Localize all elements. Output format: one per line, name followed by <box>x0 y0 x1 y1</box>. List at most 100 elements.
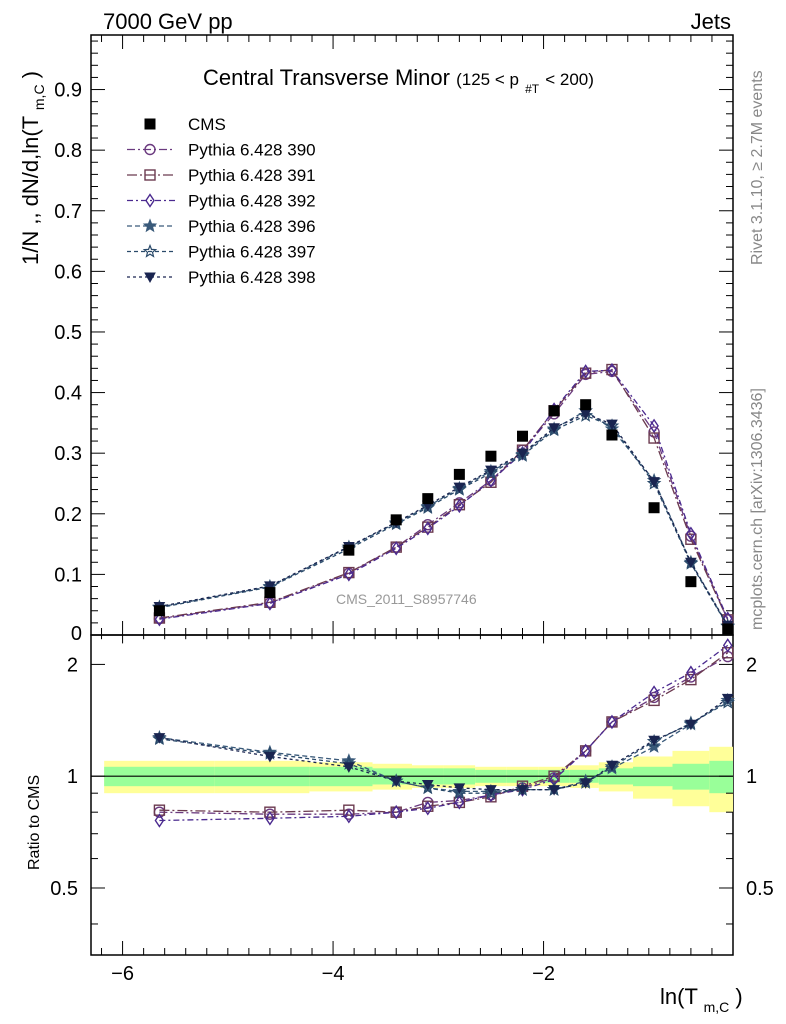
series-392-ratio-point <box>722 638 733 653</box>
y-tick-label: 0.3 <box>54 443 82 465</box>
series-391-ratio-point <box>648 694 660 707</box>
axis-tick-labels: −6 −4 −2 0.1 0.2 0.3 0.4 0.5 0.6 0.7 0.8 0.9 0 0.5 0.5… <box>50 80 774 985</box>
series-392-ratio-point <box>454 795 465 810</box>
ratio-tick-label-right: 0.5 <box>746 878 774 900</box>
y-axis-title: 1/N ,, dN/d,ln(T m,C ) <box>18 71 49 265</box>
ratio-tick-label: 1 <box>67 766 78 788</box>
chart-title-sub-sub: #T <box>525 82 540 96</box>
y-tick-label: 0.1 <box>54 564 82 586</box>
side-label-rivet: Rivet 3.1.10, ≥ 2.7M events <box>749 70 766 265</box>
x-tick-label: −6 <box>111 963 134 985</box>
y-axis-title-main: 1/N ,, dN/d,ln(T <box>18 116 43 265</box>
series-398-point <box>606 419 618 431</box>
cms-point <box>153 605 165 617</box>
series-392-ratio-point <box>649 685 659 700</box>
legend-396-label: Pythia 6.428 396 <box>188 217 316 236</box>
series-392-ratio-point <box>265 811 275 826</box>
ratio-uncertainty-bands <box>104 746 733 813</box>
ratio-tick-label-right: 2 <box>746 654 757 676</box>
series-391-point <box>685 533 697 545</box>
cms-point <box>343 544 355 556</box>
y-tick-label-zero: 0 <box>71 623 82 645</box>
series-398-point <box>648 477 660 488</box>
series-391-ratio-point <box>343 804 355 816</box>
series-391-ratio-point <box>548 770 560 782</box>
series-398-ratio-point <box>579 778 592 789</box>
series-392-ratio-point <box>154 813 165 828</box>
series-398-point <box>516 448 529 460</box>
chart-title-main: Central Transverse Minor <box>203 65 450 90</box>
series-392-point <box>686 526 696 542</box>
series-397-ratio-point <box>720 694 735 709</box>
legend-cms-label: CMS <box>188 115 226 134</box>
legend-390-label: Pythia 6.428 390 <box>188 141 316 160</box>
series-398-point <box>453 482 466 494</box>
series-398-line <box>159 413 729 626</box>
series-398-ratio-point <box>390 776 403 788</box>
y-axis-title-sub: m,C <box>31 84 47 110</box>
chart-title-sub: (125 < p <box>456 70 519 89</box>
legend-397-label: Pythia 6.428 397 <box>188 243 316 262</box>
cms-points-group <box>153 399 734 635</box>
series-391-ratio-point <box>264 806 276 818</box>
series-392-point <box>580 364 591 379</box>
series-398-ratio-point <box>264 751 276 763</box>
series-392-point <box>454 498 465 514</box>
legend-392-label: Pythia 6.428 392 <box>188 192 316 211</box>
series-397-ratio-point <box>483 785 499 800</box>
legend-392-marker <box>145 193 155 208</box>
legend-391-marker <box>144 169 156 181</box>
series-392-ratio-point <box>580 743 591 759</box>
x-axis-title: ln(T m,C ) <box>660 984 743 1017</box>
legend-390-marker <box>144 143 156 156</box>
series-398-ratio-point <box>648 735 660 747</box>
series-391-ratio-point <box>685 673 697 686</box>
series-392-point <box>422 521 433 536</box>
x-tick-label: −2 <box>532 963 555 985</box>
series-390-ratio-line <box>159 655 729 815</box>
series-392-ratio-point <box>607 714 617 730</box>
y-tick-label: 0.4 <box>54 383 82 405</box>
y-tick-label: 0.7 <box>54 201 82 223</box>
ratio-series-group <box>152 638 735 828</box>
cms-point <box>606 429 618 441</box>
series-392-point <box>486 473 496 488</box>
header-right-label: Jets <box>691 9 731 34</box>
series-397-ratio-point <box>420 780 436 795</box>
series-398-point <box>485 465 497 477</box>
cms-point <box>422 493 434 505</box>
series-392-ratio-point <box>391 804 402 820</box>
series-397-line <box>159 414 729 627</box>
header-left-label: 7000 GeV pp <box>103 9 233 34</box>
cms-point <box>264 587 276 599</box>
series-398-point <box>685 557 697 569</box>
series-398-ratio-point <box>548 785 560 796</box>
series-392-ratio-point <box>344 809 354 824</box>
ratio-y-axis-title: Ratio to CMS <box>26 775 43 870</box>
cms-point <box>548 405 560 417</box>
x-axis-title-main: ln(T <box>660 984 698 1009</box>
series-392-point <box>607 362 617 378</box>
x-tick-label: −4 <box>322 963 345 985</box>
series-398-ratio-point <box>153 733 166 744</box>
y-tick-label: 0.9 <box>54 80 82 102</box>
series-398-ratio-point <box>721 693 734 705</box>
chart-watermark: CMS_2011_S8957746 <box>336 591 477 607</box>
series-392-ratio-line <box>159 644 729 822</box>
y-axis-title-end: ) <box>18 71 43 78</box>
series-396-ratio-line <box>159 699 729 793</box>
cms-point <box>685 576 697 588</box>
series-398-ratio-point <box>516 785 529 796</box>
series-392-point <box>344 567 354 582</box>
ratio-tick-label: 0.5 <box>50 878 78 900</box>
series-398-ratio-line <box>159 697 729 791</box>
legend-398-label: Pythia 6.428 398 <box>188 268 316 287</box>
legend-396-marker <box>142 218 158 233</box>
y-tick-label: 0.2 <box>54 504 82 526</box>
chart-title-sub-end: < 200) <box>545 70 594 89</box>
series-392-point <box>154 611 165 627</box>
series-392-point <box>649 418 659 434</box>
legend-cms-marker <box>144 118 156 130</box>
series-391-line <box>159 368 729 621</box>
